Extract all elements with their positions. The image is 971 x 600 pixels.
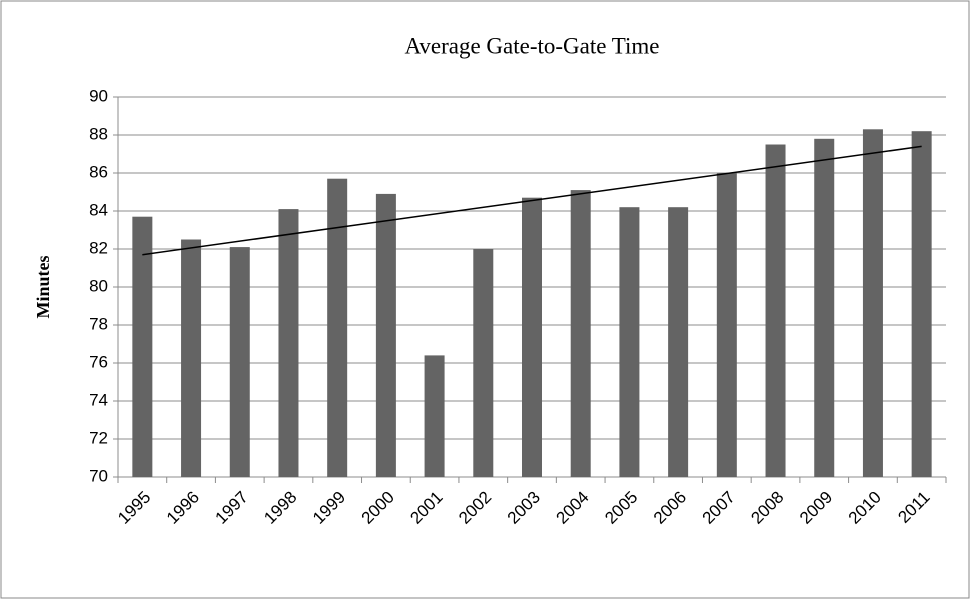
- bar: [181, 239, 202, 477]
- y-tick-label: 84: [89, 200, 108, 219]
- bar: [668, 207, 689, 477]
- y-tick-label: 82: [89, 238, 108, 257]
- bar: [375, 193, 396, 477]
- bar: [619, 207, 640, 477]
- y-tick-label: 70: [89, 466, 108, 485]
- y-tick-label: 86: [89, 162, 108, 181]
- bar: [814, 138, 835, 478]
- y-tick-label: 78: [89, 314, 108, 333]
- y-axis-label: Minutes: [33, 256, 53, 319]
- chart-title: Average Gate-to-Gate Time: [404, 33, 659, 58]
- y-tick-label: 80: [89, 276, 108, 295]
- y-tick-label: 74: [89, 390, 108, 409]
- bar: [522, 197, 542, 477]
- y-tick-label: 90: [89, 86, 108, 105]
- bar: [327, 178, 348, 477]
- bar: [570, 190, 591, 477]
- bar: [716, 173, 737, 477]
- y-tick-label: 76: [89, 352, 108, 371]
- bar: [229, 247, 250, 477]
- trendline: [142, 145, 922, 256]
- y-tick-label: 72: [89, 428, 108, 447]
- bar: [911, 131, 932, 477]
- bar: [424, 355, 445, 477]
- bar: [765, 144, 786, 477]
- bar: [862, 129, 883, 478]
- y-tick-label: 88: [89, 124, 108, 143]
- bar: [278, 209, 299, 477]
- bar: [473, 249, 494, 477]
- bar: [132, 216, 153, 477]
